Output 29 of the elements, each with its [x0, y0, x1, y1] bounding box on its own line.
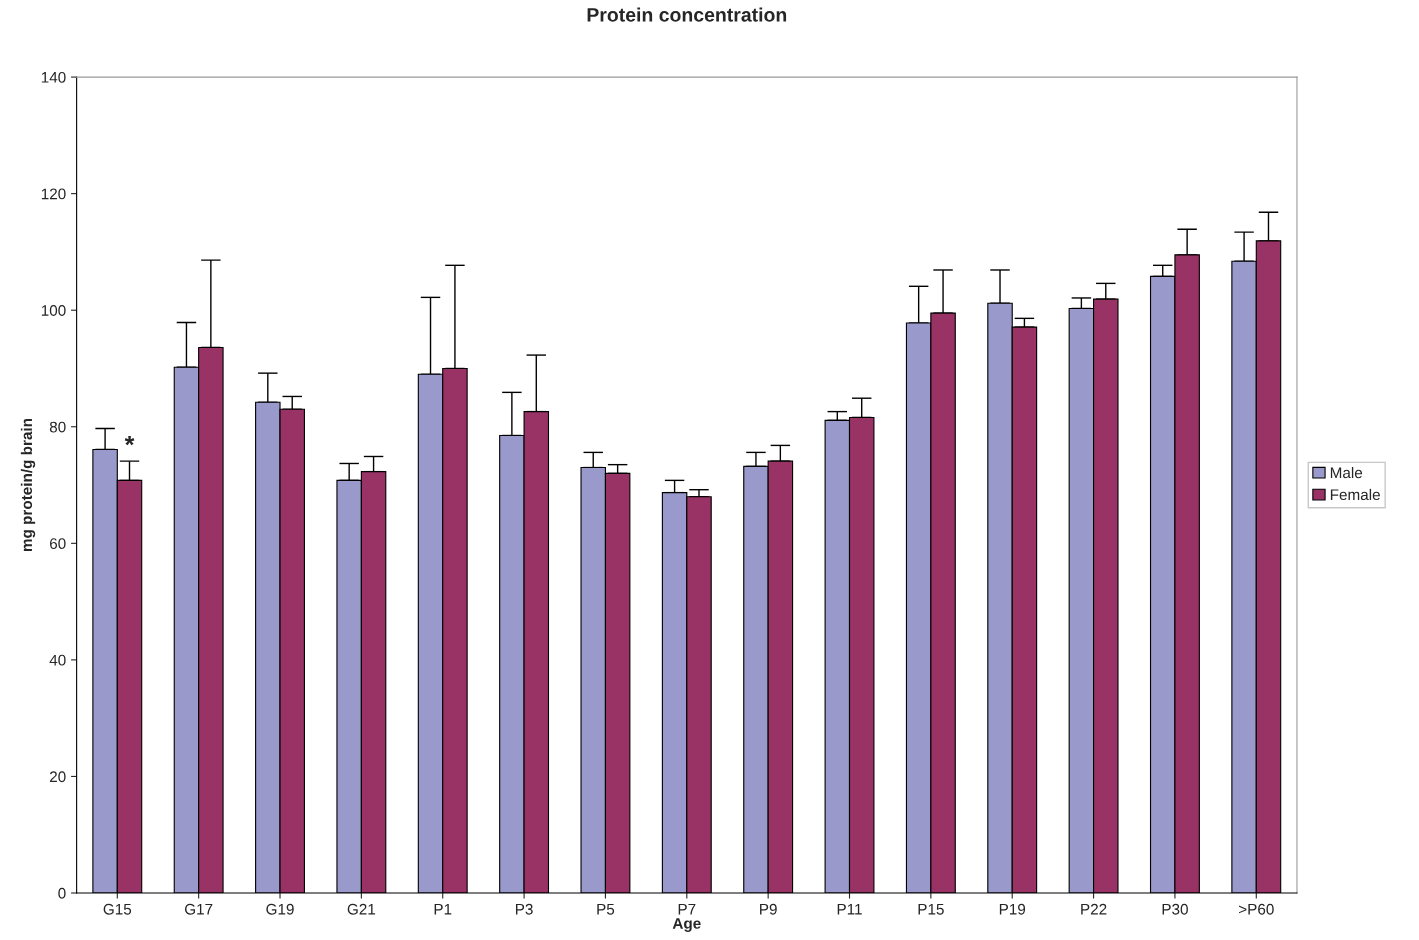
x-tick-label: P1: [434, 903, 452, 915]
legend-label: Female: [1330, 488, 1380, 501]
chart-title: Protein concentration: [587, 7, 787, 22]
y-tick-label: 60: [49, 538, 66, 550]
x-tick-label: G17: [184, 903, 213, 915]
x-axis-title: Age: [672, 918, 701, 932]
x-tick-label: G19: [266, 903, 294, 915]
x-tick-label: P9: [760, 903, 777, 915]
x-tick-label: >P60: [1238, 903, 1274, 915]
y-tick-label: 20: [49, 771, 66, 783]
y-tick-label: 0: [58, 887, 66, 899]
x-tick-label: P5: [597, 903, 615, 915]
y-tick-label: 80: [49, 421, 66, 433]
legend-label: Male: [1330, 466, 1363, 479]
x-tick-label: P15: [918, 903, 944, 915]
x-tick-label: G21: [347, 903, 376, 915]
x-tick-label: P30: [1162, 903, 1188, 915]
y-tick-label: 40: [49, 654, 66, 666]
y-tick-label: 120: [41, 188, 66, 200]
y-tick-label: 100: [41, 305, 66, 316]
x-tick-label: P22: [1081, 903, 1107, 915]
y-axis-title: mg protein/g brain: [20, 418, 36, 552]
x-tick-label: P11: [837, 903, 862, 915]
x-tick-label: G15: [103, 903, 132, 915]
x-tick-label: P7: [678, 903, 696, 915]
x-tick-label: P3: [515, 903, 533, 915]
annotation: *: [124, 435, 135, 446]
x-tick-label: P19: [999, 903, 1026, 915]
y-tick-label: 140: [41, 71, 66, 83]
